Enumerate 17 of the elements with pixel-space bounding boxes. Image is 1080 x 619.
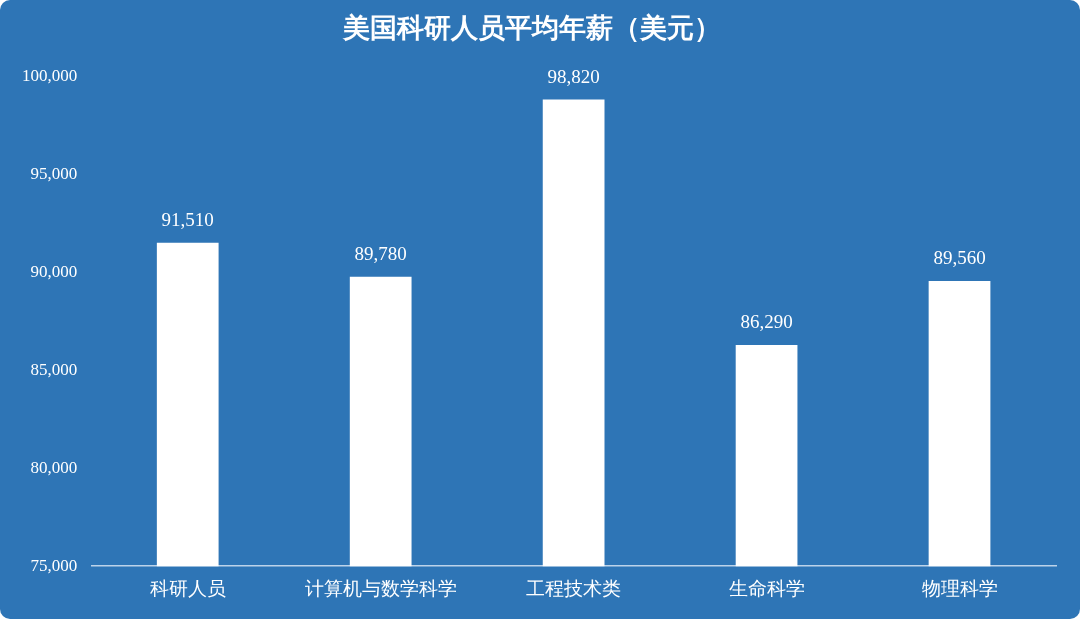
data-label: 86,290 (740, 311, 793, 333)
chart-title: 美国科研人员平均年薪（美元） (342, 13, 721, 44)
y-tick-label: 100,000 (22, 65, 78, 85)
y-tick-label: 80,000 (30, 457, 78, 477)
x-tick-label: 物理科学 (921, 577, 998, 599)
y-tick-label: 85,000 (30, 359, 78, 379)
data-label: 98,820 (547, 66, 600, 87)
x-tick-label: 计算机与数学科学 (304, 577, 457, 599)
data-label: 89,780 (354, 243, 407, 265)
y-tick-label: 90,000 (30, 261, 78, 281)
x-tick-label: 生命科学 (728, 577, 805, 599)
data-label: 89,560 (933, 247, 986, 269)
y-tick-label: 75,000 (30, 555, 78, 575)
x-tick-label: 科研人员 (149, 577, 226, 599)
y-tick-label: 95,000 (30, 163, 78, 183)
x-tick-label: 工程技术类 (526, 577, 622, 599)
data-label: 91,510 (161, 209, 214, 231)
